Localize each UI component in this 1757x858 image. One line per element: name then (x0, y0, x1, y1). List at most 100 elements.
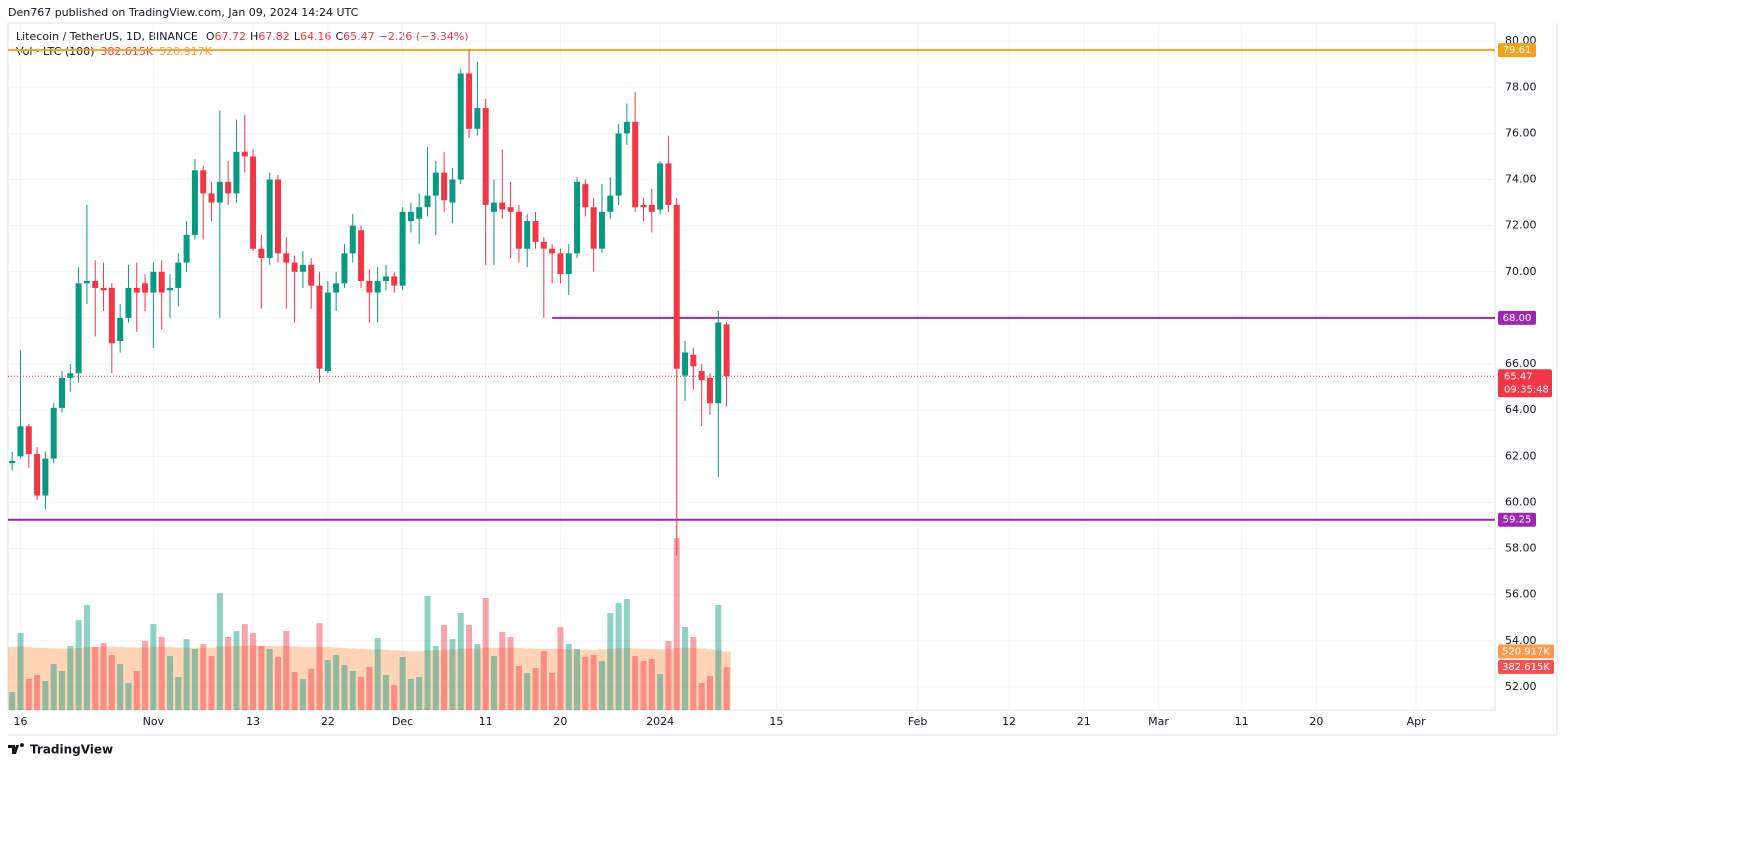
volume-last: 382.615K (100, 45, 153, 58)
volume-ma-area (273, 646, 283, 710)
volume-bar (341, 665, 348, 710)
candle-body (274, 179, 281, 254)
candle-body (574, 181, 581, 254)
candle-body (665, 163, 672, 205)
legend-open: 67.72 (215, 30, 247, 43)
candle-body (366, 281, 373, 293)
candle-body (582, 184, 589, 208)
y-tick-label: 72.00 (1505, 219, 1537, 232)
volume-ma-area (564, 649, 573, 710)
footer-logo (8, 743, 24, 754)
volume-ma-area (232, 646, 241, 710)
x-tick-label: 2024 (646, 715, 674, 728)
candle-body (324, 292, 331, 371)
volume-ma-area (705, 649, 715, 710)
volume-ma-area (57, 648, 67, 710)
volume-ma-area (464, 648, 474, 710)
candle-body (58, 377, 65, 408)
volume-bar (50, 664, 57, 710)
volume-legend: Vol · LTC (100) 382.615K 520.917K (16, 45, 213, 58)
volume-ma-area (265, 645, 274, 710)
volume-ma-area (572, 649, 582, 710)
volume-ma-area (647, 649, 656, 710)
volume-ma-label-box (1498, 644, 1554, 659)
candle-body (524, 221, 531, 249)
volume-bar (92, 647, 99, 710)
volume-bar (549, 673, 556, 710)
volume-bar (42, 681, 49, 710)
volume-ma-area (415, 651, 424, 710)
y-tick-label: 54.00 (1505, 634, 1537, 647)
candle-body (399, 211, 406, 286)
volume-ma-area (323, 647, 332, 710)
volume-bar (540, 651, 547, 710)
volume-bar (133, 671, 140, 710)
y-tick-label: 78.00 (1505, 80, 1537, 93)
candle-body (723, 324, 730, 377)
volume-ma-area (514, 648, 524, 710)
volume-bar (424, 596, 431, 710)
candle-body (299, 264, 306, 272)
x-tick-label: Nov (143, 715, 165, 728)
volume-ma-area (356, 648, 366, 710)
candle-body (449, 179, 456, 203)
candle-body (233, 151, 240, 194)
volume-ma-area (8, 647, 17, 710)
volume-ma-area (581, 649, 590, 710)
candle-body (341, 253, 348, 284)
candle-body (706, 377, 713, 404)
candle-body (208, 193, 215, 203)
volume-bar (67, 645, 74, 710)
volume-ma-area (248, 645, 258, 710)
volume-bar (100, 643, 107, 710)
volume-ma-area (473, 648, 482, 710)
symbol-legend: Litecoin / TetherUS, 1D, BINANCE O67.72 H6… (16, 30, 469, 43)
x-tick-label: Mar (1148, 715, 1169, 728)
volume-bar (108, 654, 115, 710)
volume-bar (607, 613, 614, 710)
volume-ma-area (365, 649, 374, 710)
volume-bar (250, 633, 257, 710)
volume-ma-area (282, 645, 291, 710)
volume-bar (291, 672, 298, 710)
candle-body (590, 207, 597, 249)
candle-body (615, 133, 622, 196)
volume-bar (150, 624, 157, 710)
x-tick-label: Apr (1407, 715, 1427, 728)
volume-ma-area (49, 648, 58, 710)
volume-bar (657, 674, 664, 710)
candle-body (92, 281, 99, 288)
volume-bar (598, 661, 605, 710)
volume-bar (274, 656, 281, 710)
candle-body (515, 211, 522, 249)
volume-bar (374, 638, 381, 710)
candle-body (175, 262, 182, 288)
volume-bar (457, 613, 464, 710)
candle-body (142, 283, 149, 293)
volume-ma-area (16, 646, 25, 710)
volume-ma-area (91, 646, 100, 710)
volume-bar (532, 668, 539, 710)
volume-bar (241, 624, 248, 710)
candle-body (424, 195, 431, 208)
volume-ma-area (631, 648, 640, 710)
legend-low: 64.16 (300, 30, 332, 43)
volume-ma-area (199, 647, 208, 710)
volume-ma-area (24, 647, 33, 710)
volume-bar (316, 623, 323, 710)
volume-ma-area (99, 646, 108, 710)
legend-change: −2.26 (−3.34%) (379, 30, 469, 43)
volume-bar (623, 599, 630, 710)
candle-body (607, 195, 614, 212)
volume-bar (308, 669, 315, 710)
volume-ma-area (307, 647, 316, 710)
y-tick-label: 60.00 (1505, 495, 1537, 508)
volume-ma-area (439, 649, 449, 710)
volume-bar (333, 654, 340, 710)
candle-body (358, 230, 365, 282)
volume-ma-area (556, 649, 565, 710)
volume-ma-area (481, 647, 490, 710)
volume-axis-label: 382.615K (1502, 662, 1550, 673)
